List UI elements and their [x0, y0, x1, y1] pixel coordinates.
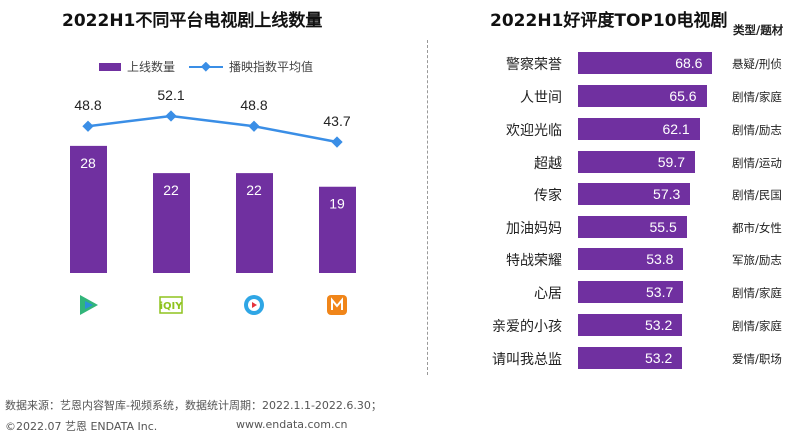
left-chart-title: 2022H1不同平台电视剧上线数量 — [62, 11, 323, 31]
score-bar: 53.2 — [578, 347, 683, 369]
score-bar: 65.6 — [578, 85, 707, 107]
legend-bar-label: 上线数量 — [127, 60, 176, 74]
drama-name: 亲爱的小孩 — [492, 319, 562, 335]
divider — [427, 40, 428, 375]
genre-label: 剧情/民国 — [732, 188, 782, 202]
genre-label: 剧情/励志 — [732, 123, 782, 137]
bar — [70, 145, 107, 273]
bar — [153, 173, 190, 273]
line-label: 48.8 — [74, 97, 101, 113]
line-label: 48.8 — [240, 97, 267, 113]
genre-label: 悬疑/刑侦 — [732, 57, 782, 71]
drama-name: 欢迎光临 — [506, 123, 562, 139]
line-label: 52.1 — [157, 87, 184, 103]
line-series — [87, 114, 338, 144]
legend-bar-swatch — [99, 62, 121, 71]
score-bar: 55.5 — [578, 216, 687, 238]
score-bar: 68.6 — [578, 52, 713, 74]
right-chart-title: 2022H1好评度TOP10电视剧 — [490, 11, 728, 31]
genre-label: 爱情/职场 — [732, 352, 782, 366]
footer-source: 数据来源：艺恩内容智库-视频系统，数据统计周期：2022.1.1-2022.6.… — [5, 399, 382, 412]
tencent-video-icon — [80, 295, 98, 315]
score-bar: 62.1 — [578, 118, 700, 140]
genre-label: 剧情/运动 — [732, 156, 782, 170]
drama-name: 警察荣誉 — [506, 57, 562, 73]
line-label: 43.7 — [323, 113, 350, 129]
bar — [319, 186, 356, 273]
drama-name: 加油妈妈 — [506, 221, 562, 237]
genre-header: 类型/题材 — [733, 23, 784, 37]
iqiyi-icon: iQIY — [159, 296, 184, 314]
score-bar: 59.7 — [578, 151, 695, 173]
left-chart: 28 22 22 19 48.8 52.1 48.8 43.7 iQIY — [70, 87, 356, 315]
line-point — [82, 120, 94, 132]
line-point — [165, 110, 177, 122]
score-bar: 53.7 — [578, 281, 684, 303]
bar-label: 22 — [246, 182, 262, 198]
score-bar: 57.3 — [578, 183, 691, 205]
legend-line-swatch — [189, 61, 224, 72]
genre-label: 剧情/家庭 — [732, 286, 782, 300]
mango-tv-icon — [327, 295, 347, 315]
drama-name: 请叫我总监 — [492, 352, 562, 368]
score-bar: 53.8 — [578, 248, 684, 270]
genre-label: 军旅/励志 — [732, 253, 782, 267]
bar — [236, 173, 273, 273]
legend: 上线数量 播映指数平均值 — [99, 58, 313, 75]
legend-line-label: 播映指数平均值 — [229, 60, 314, 74]
svg-text:iQIY: iQIY — [160, 301, 184, 312]
bar-label: 28 — [80, 155, 96, 171]
bar-label: 22 — [163, 182, 179, 198]
line-point — [331, 136, 343, 148]
drama-name: 人世间 — [520, 90, 562, 106]
youku-icon — [244, 295, 264, 315]
footer-website[interactable]: www.endata.com.cn — [236, 418, 348, 431]
genre-label: 都市/女性 — [732, 221, 782, 235]
drama-name: 心居 — [534, 286, 562, 302]
score-bar: 53.2 — [578, 314, 683, 336]
genre-label: 剧情/家庭 — [732, 90, 782, 104]
bar-label: 19 — [329, 196, 345, 212]
drama-name: 超越 — [534, 156, 562, 172]
footer-copyright: ©2022.07 艺恩 ENDATA Inc. — [5, 420, 158, 433]
drama-name: 传家 — [534, 188, 562, 204]
line-point — [248, 120, 260, 132]
drama-name: 特战荣耀 — [506, 253, 562, 269]
genre-label: 剧情/家庭 — [732, 319, 782, 333]
